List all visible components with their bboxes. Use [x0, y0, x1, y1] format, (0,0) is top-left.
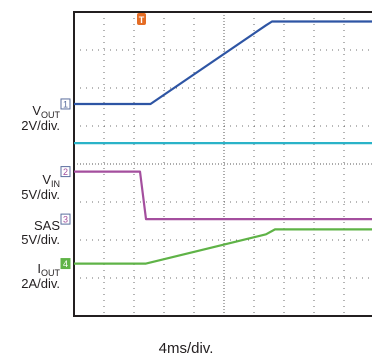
- iout-name-sub: OUT: [41, 268, 60, 278]
- plot-frame: [73, 11, 372, 317]
- channel-marker-1: [60, 98, 71, 110]
- vin-label: VIN 5V/div.: [2, 173, 60, 202]
- channel-marker-text-1: 1: [63, 99, 68, 109]
- channel-marker-text-2: 2: [63, 167, 68, 177]
- trigger-marker: [137, 13, 146, 25]
- vin-scale: 5V/div.: [21, 187, 60, 202]
- trace-2: [74, 170, 372, 221]
- channel-marker-2: [60, 166, 71, 178]
- iout-name: I: [37, 261, 41, 276]
- trace-4: [74, 228, 372, 265]
- vout-name: V: [32, 103, 41, 118]
- sas-name: SAS: [33, 218, 60, 233]
- sas-label: SAS 5V/div.: [2, 219, 60, 247]
- trigger-marker-text: T: [139, 15, 145, 25]
- iout-scale: 2A/div.: [21, 276, 60, 291]
- channel-marker-text-4: 4: [63, 259, 68, 269]
- channel-marker-4: [60, 258, 71, 270]
- sas-scale: 5V/div.: [21, 232, 60, 247]
- trace-0: [74, 20, 372, 106]
- iout-label: IOUT 2A/div.: [2, 262, 60, 291]
- vout-scale: 2V/div.: [21, 118, 60, 133]
- vin-name-sub: IN: [51, 179, 60, 189]
- vin-name: V: [42, 172, 51, 187]
- vout-name-sub: OUT: [41, 110, 60, 120]
- channel-marker-3: [60, 213, 71, 225]
- vout-label: VOUT 2V/div.: [2, 104, 60, 133]
- x-axis-label: 4ms/div.: [158, 340, 214, 357]
- channel-marker-text-3: 3: [63, 215, 68, 225]
